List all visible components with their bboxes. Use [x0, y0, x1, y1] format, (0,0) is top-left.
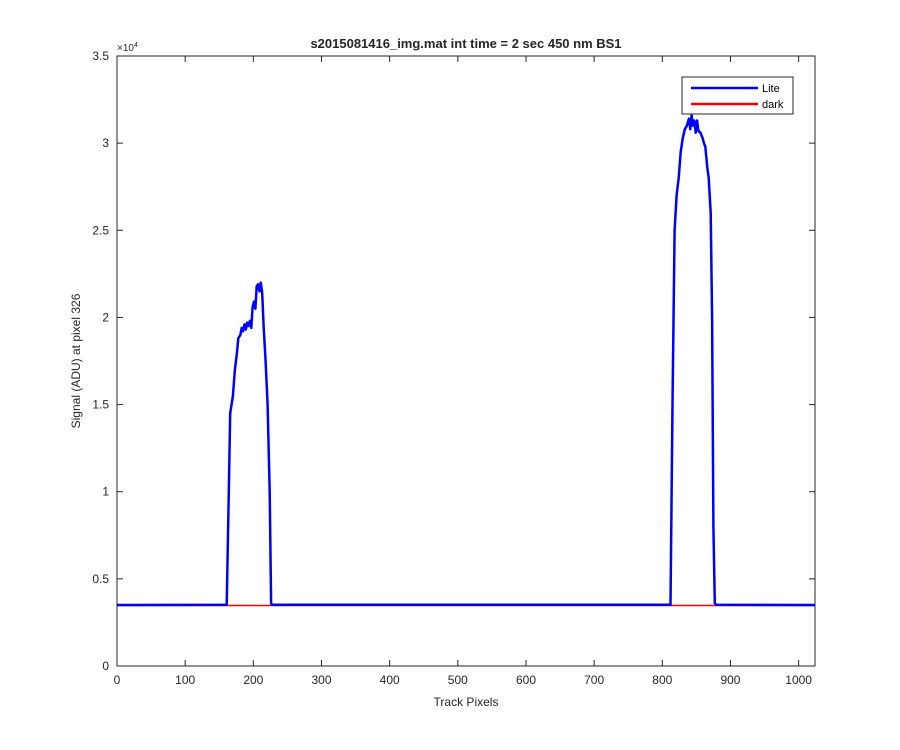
y-tick-label: 1.5 — [92, 398, 109, 412]
series-layer — [116, 114, 816, 607]
x-axis-label: Track Pixels — [434, 695, 499, 709]
legend-label-lite: Lite — [762, 83, 780, 95]
y-exponent-label: ×104 — [117, 42, 138, 54]
series-line-lite — [116, 114, 816, 607]
y-exponent-power: 4 — [134, 42, 138, 49]
y-tick-label: 0.5 — [92, 572, 109, 586]
chart-title: s2015081416_img.mat int time = 2 sec 450… — [310, 36, 621, 51]
plot-area — [117, 56, 815, 666]
y-tick-label: 2 — [102, 310, 109, 324]
y-tick-label: 2.5 — [92, 223, 109, 237]
legend-label-dark: dark — [762, 99, 784, 111]
y-axis-label: Signal (ADU) at pixel 326 — [69, 293, 83, 428]
x-tick-label: 200 — [243, 673, 263, 687]
y-exponent-base: ×10 — [117, 43, 134, 54]
y-tick-label: 1 — [102, 485, 109, 499]
y-tick-label: 3.5 — [92, 49, 109, 63]
x-tick-label: 700 — [584, 673, 604, 687]
legend: Lite dark — [681, 76, 794, 115]
plot-frame — [116, 55, 816, 667]
x-tick-label: 500 — [448, 673, 468, 687]
x-tick-label: 900 — [720, 673, 740, 687]
y-axis: 0 0.5 1 1.5 2 2.5 3 3.5 — [92, 49, 815, 673]
x-tick-label: 1000 — [785, 673, 812, 687]
x-tick-label: 100 — [175, 673, 195, 687]
x-tick-label: 400 — [380, 673, 400, 687]
x-tick-label: 800 — [652, 673, 672, 687]
x-axis: 0 100 200 300 400 500 600 700 800 900 1000 — [114, 56, 812, 687]
x-tick-label: 600 — [516, 673, 536, 687]
y-tick-label: 3 — [102, 136, 109, 150]
y-tick-label: 0 — [102, 659, 109, 673]
x-tick-label: 0 — [114, 673, 121, 687]
legend-box — [681, 76, 794, 115]
x-tick-label: 300 — [311, 673, 331, 687]
